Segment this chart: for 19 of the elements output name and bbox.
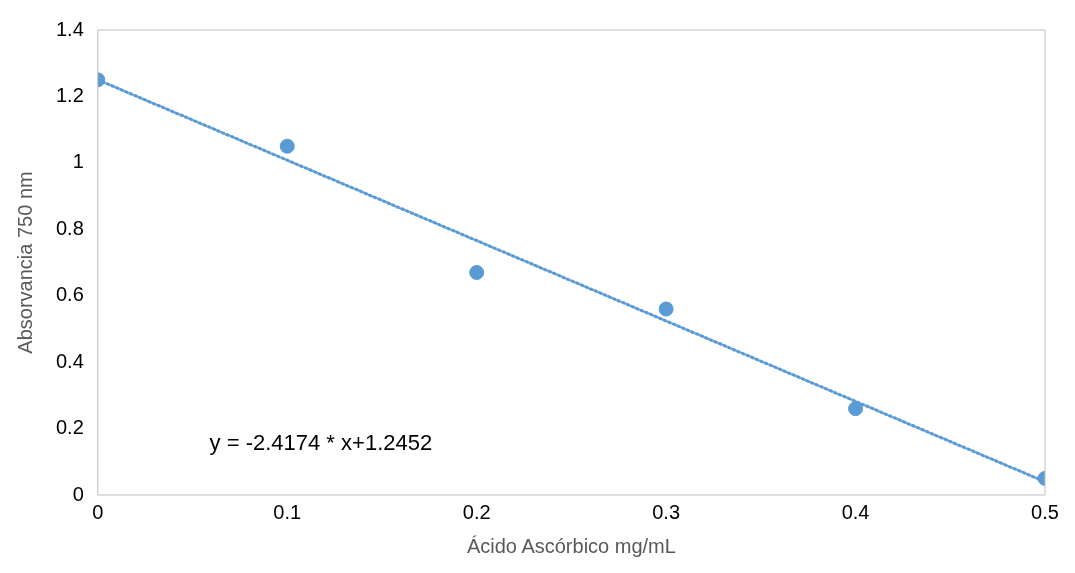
y-tick-label: 0.6: [55, 283, 84, 306]
x-tick-label: 0: [92, 500, 104, 523]
y-tick-label: 0: [72, 482, 84, 505]
x-axis-title: Ácido Ascórbico mg/mL: [466, 534, 676, 557]
x-tick-label: 0.5: [1031, 500, 1059, 523]
y-tick-label: 1.2: [55, 83, 84, 106]
annotation: y = -2.4174 * x+1.2452: [209, 429, 433, 455]
y-tick-label: 0.4: [55, 349, 84, 372]
x-tick-label: 0.4: [841, 500, 870, 523]
y-tick-label: 0.2: [55, 416, 84, 439]
y-axis-title: Absorvancia 750 nm: [13, 171, 36, 354]
x-tick-label: 0.3: [652, 500, 681, 523]
point: [658, 301, 674, 317]
y-tick-label: 1: [72, 150, 84, 173]
x-tick-label: 0.1: [273, 500, 302, 523]
x-tick-label: 0.2: [462, 500, 491, 523]
y-tick-label: 1.4: [55, 17, 84, 40]
point: [469, 264, 485, 280]
y-tick-label: 0.8: [55, 216, 84, 239]
